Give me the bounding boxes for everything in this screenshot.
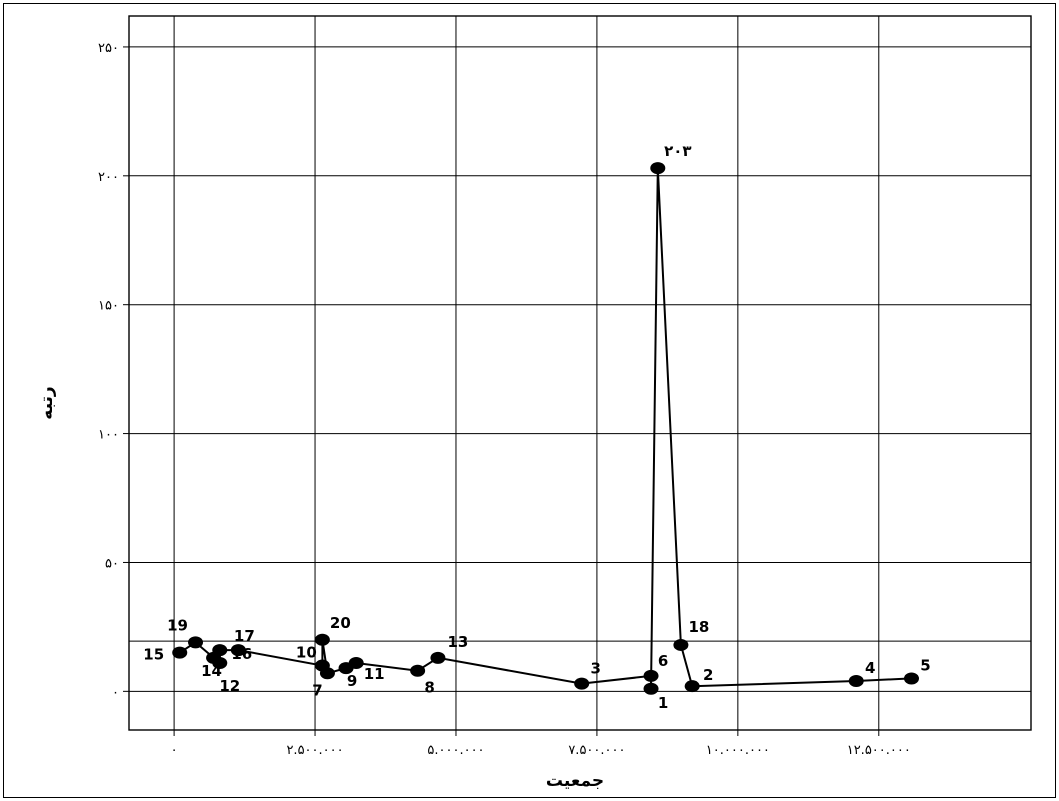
point-label: 4 bbox=[865, 659, 875, 677]
point-label: 9 bbox=[347, 672, 357, 690]
data-point bbox=[172, 646, 188, 659]
y-axis-label: رتبه bbox=[37, 386, 57, 419]
data-point bbox=[410, 664, 426, 677]
point-label: 18 bbox=[688, 618, 709, 636]
point-label: 19 bbox=[167, 616, 188, 634]
chart-frame: ۰ ۵۰ ۱۰۰ ۱۵۰ ۲۰۰ ۲۵۰ ۰ ۲.۵۰۰.۰۰۰ ۵.۰۰۰.۰۰۰ ۷.۵۰۰… bbox=[3, 3, 1056, 798]
data-point bbox=[212, 656, 228, 669]
data-point bbox=[650, 162, 666, 175]
point-label: ۲۰۳ bbox=[664, 142, 691, 160]
x-tick-label: ۲.۵۰۰.۰۰۰ bbox=[286, 743, 343, 758]
data-point bbox=[574, 677, 590, 690]
y-tick-label: ۱۵۰ bbox=[98, 299, 119, 314]
point-label: 15 bbox=[143, 646, 164, 664]
data-point bbox=[319, 667, 335, 680]
plot-area-border bbox=[128, 15, 1032, 731]
data-point bbox=[643, 669, 659, 682]
point-label: 6 bbox=[658, 652, 668, 670]
y-axis-ticks: ۰ ۵۰ ۱۰۰ ۱۵۰ ۲۰۰ ۲۵۰ bbox=[98, 41, 129, 700]
series-path bbox=[179, 168, 912, 689]
grid-lines bbox=[128, 15, 1032, 731]
y-tick-label: ۲۰۰ bbox=[98, 170, 119, 185]
point-label: 11 bbox=[364, 665, 385, 683]
point-label: 5 bbox=[920, 656, 930, 674]
series-line bbox=[179, 168, 912, 689]
data-points bbox=[172, 162, 919, 695]
x-tick-label: ۵.۰۰۰.۰۰۰ bbox=[427, 743, 484, 758]
data-point bbox=[673, 638, 689, 651]
point-label: 8 bbox=[424, 679, 434, 697]
y-tick-label: ۱۰۰ bbox=[98, 428, 119, 443]
point-label: 14 bbox=[201, 662, 222, 680]
data-point bbox=[643, 682, 659, 695]
point-label: 17 bbox=[234, 627, 255, 645]
x-tick-label: ۷.۵۰۰.۰۰۰ bbox=[568, 743, 625, 758]
data-point bbox=[684, 680, 700, 693]
point-label: 1 bbox=[658, 694, 668, 712]
x-tick-label: ۰ bbox=[171, 743, 178, 758]
data-point bbox=[430, 651, 446, 664]
rank-population-chart: ۰ ۵۰ ۱۰۰ ۱۵۰ ۲۰۰ ۲۵۰ ۰ ۲.۵۰۰.۰۰۰ ۵.۰۰۰.۰۰۰ ۷.۵۰۰… bbox=[37, 15, 1032, 791]
data-point bbox=[314, 633, 330, 646]
y-tick-label: ۰ bbox=[112, 685, 119, 700]
point-label: 10 bbox=[296, 644, 317, 662]
point-label: 12 bbox=[219, 677, 240, 695]
data-point bbox=[188, 636, 204, 649]
point-label: 2 bbox=[703, 666, 713, 684]
y-tick-label: ۵۰ bbox=[105, 556, 119, 571]
point-label: 13 bbox=[447, 633, 468, 651]
data-point bbox=[848, 675, 864, 688]
data-point bbox=[212, 644, 228, 657]
x-tick-label: ۱۰.۰۰۰.۰۰۰ bbox=[706, 743, 770, 758]
point-label: 3 bbox=[590, 660, 600, 678]
data-point bbox=[230, 644, 246, 657]
x-axis-ticks: ۰ ۲.۵۰۰.۰۰۰ ۵.۰۰۰.۰۰۰ ۷.۵۰۰.۰۰۰ ۱۰.۰۰۰.۰۰۰ ۱۲… bbox=[171, 730, 911, 758]
x-tick-label: ۱۲.۵۰۰.۰۰۰ bbox=[847, 743, 911, 758]
y-tick-label: ۲۵۰ bbox=[98, 41, 119, 56]
data-point bbox=[903, 672, 919, 685]
point-label: 20 bbox=[330, 614, 351, 632]
point-label: 16 bbox=[231, 645, 252, 663]
x-axis-label: جمعیت bbox=[546, 771, 604, 791]
point-label: 7 bbox=[312, 681, 322, 699]
data-point bbox=[348, 656, 364, 669]
